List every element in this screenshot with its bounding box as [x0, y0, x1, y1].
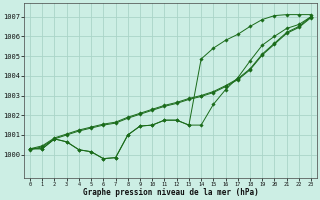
X-axis label: Graphe pression niveau de la mer (hPa): Graphe pression niveau de la mer (hPa): [83, 188, 259, 197]
